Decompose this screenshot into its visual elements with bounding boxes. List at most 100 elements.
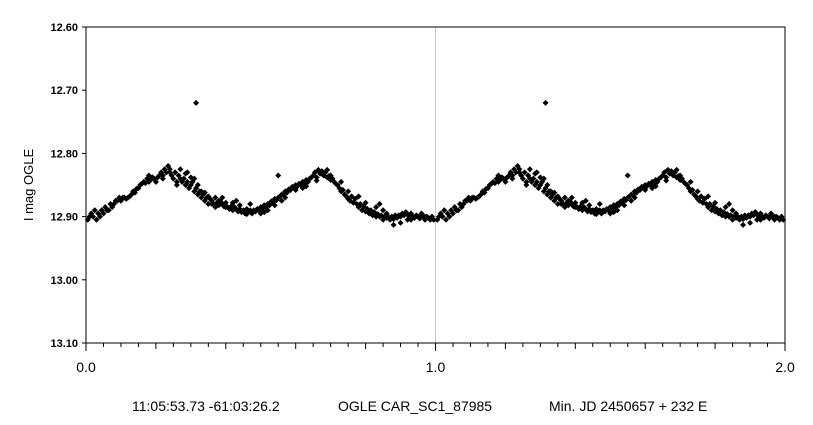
data-point xyxy=(163,169,170,176)
data-point xyxy=(512,169,519,176)
data-point xyxy=(733,210,740,217)
data-point xyxy=(561,194,568,201)
data-point xyxy=(729,207,736,214)
light-curve-chart: 12.60 12.70 12.80 12.90 13.00 13.10 0.0 1.0 2.0 I… xyxy=(21,22,795,375)
data-point xyxy=(205,193,212,200)
data-point xyxy=(596,200,603,207)
data-point xyxy=(526,166,533,173)
data-point xyxy=(502,178,509,185)
data-point xyxy=(441,207,448,214)
y-tick-label: 13.00 xyxy=(50,275,78,287)
data-point xyxy=(771,213,778,220)
data-point xyxy=(586,202,593,209)
data-point xyxy=(166,166,173,173)
data-point xyxy=(159,172,166,179)
data-point xyxy=(593,211,600,218)
data-point xyxy=(642,187,649,194)
data-point xyxy=(757,216,764,223)
data-point xyxy=(345,188,352,195)
data-point xyxy=(701,195,708,202)
x-tick-label: 2.0 xyxy=(775,359,795,375)
data-point xyxy=(565,197,572,204)
data-point xyxy=(610,209,617,216)
data-point xyxy=(327,172,334,179)
data-point xyxy=(663,177,670,184)
x-tick-label: 0.0 xyxy=(76,359,96,375)
data-point xyxy=(509,172,516,179)
data-point xyxy=(271,202,278,209)
data-point xyxy=(542,99,549,106)
data-point xyxy=(532,170,539,177)
data-point xyxy=(572,204,579,211)
data-point xyxy=(100,210,107,217)
data-point xyxy=(694,188,701,195)
data-point xyxy=(292,187,299,194)
data-point xyxy=(236,202,243,209)
data-point xyxy=(313,177,320,184)
data-point xyxy=(145,172,152,179)
data-point xyxy=(397,219,404,226)
data-point xyxy=(507,169,514,176)
data-point xyxy=(250,207,257,214)
data-point xyxy=(712,199,719,206)
data-point xyxy=(173,178,180,185)
data-point xyxy=(193,99,200,106)
data-point xyxy=(523,182,530,188)
data-point xyxy=(383,210,390,217)
data-point xyxy=(544,182,551,188)
data-point xyxy=(519,175,526,182)
data-point xyxy=(215,197,222,204)
data-point xyxy=(516,166,523,173)
data-point xyxy=(261,209,268,216)
data-point xyxy=(418,210,425,217)
data-point xyxy=(446,213,453,220)
y-axis-label: I mag OGLE xyxy=(21,149,36,222)
data-point xyxy=(299,185,306,192)
data-point xyxy=(628,197,635,204)
data-point xyxy=(554,193,561,200)
data-point xyxy=(191,175,198,182)
data-point xyxy=(631,194,638,201)
data-point xyxy=(282,194,289,201)
data-point xyxy=(663,174,670,181)
data-point xyxy=(338,178,345,185)
data-point xyxy=(780,216,787,223)
data-point xyxy=(208,200,215,207)
data-point xyxy=(509,175,516,182)
data-point xyxy=(754,216,761,223)
y-tick-label: 12.80 xyxy=(50,148,78,160)
plot-area: 12.60 12.70 12.80 12.90 13.00 13.10 0.0 1.0 2.0 I… xyxy=(21,22,795,375)
data-point xyxy=(747,219,754,226)
data-point xyxy=(182,170,189,177)
data-point xyxy=(722,204,729,211)
data-point xyxy=(105,207,112,214)
footer-ephemeris: Min. JD 2450657 + 232 E xyxy=(549,398,708,414)
data-point xyxy=(439,213,446,220)
data-point xyxy=(233,197,240,204)
data-point xyxy=(172,169,179,176)
data-point xyxy=(661,169,668,176)
data-point xyxy=(422,213,429,220)
data-point xyxy=(740,221,747,228)
y-tick-label: 12.60 xyxy=(50,22,78,34)
data-point xyxy=(324,166,331,173)
data-point xyxy=(689,187,696,194)
data-point xyxy=(180,175,187,182)
data-point xyxy=(93,216,100,223)
data-point xyxy=(348,193,355,200)
data-point xyxy=(247,200,254,207)
data-point xyxy=(530,175,537,182)
data-point xyxy=(380,207,387,214)
data-point xyxy=(313,174,320,181)
data-point xyxy=(430,216,437,223)
data-point xyxy=(376,200,383,207)
data-point xyxy=(568,194,575,201)
data-point xyxy=(523,178,530,185)
data-point xyxy=(649,185,656,192)
data-point xyxy=(408,216,415,223)
footer-star-name: OGLE CAR_SC1_87985 xyxy=(338,398,493,414)
data-point xyxy=(706,200,713,207)
data-point xyxy=(201,189,208,196)
data-point xyxy=(582,197,589,204)
y-tick-label: 13.10 xyxy=(50,338,78,350)
